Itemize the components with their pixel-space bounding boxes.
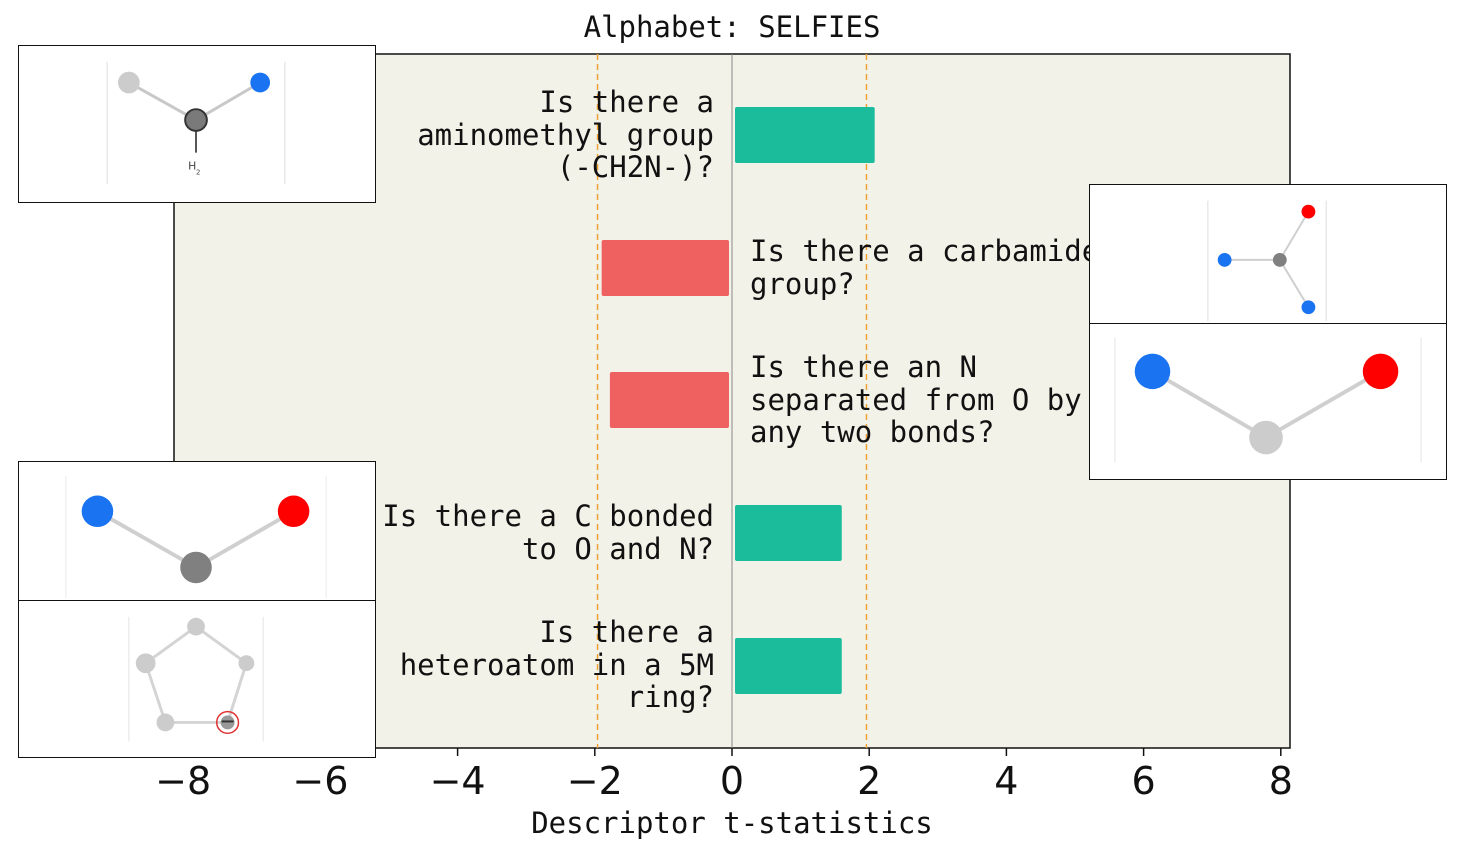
x-tick-label: 8: [1269, 759, 1293, 803]
molecule-image-aminomethyl: H 2: [18, 45, 376, 203]
x-tick-label: 4: [994, 759, 1018, 803]
x-axis: −8 −6 −4 −2 0 2 4 6 8: [155, 748, 1293, 803]
category-label-c-bonded-o-n: Is there a C bonded to O and N?: [382, 499, 714, 566]
svg-text:2: 2: [196, 168, 200, 176]
svg-text:H: H: [188, 159, 196, 172]
category-label-heteroatom-5m-ring: Is there a heteroatom in a 5M ring?: [399, 615, 714, 714]
molecule-image-n-o-two-bonds: [1089, 323, 1447, 480]
molecule-image-5m-ring: [18, 600, 376, 758]
category-label-n-o-two-bonds: Is there an N separated from O by any tw…: [750, 350, 1082, 449]
x-tick-label: −6: [292, 759, 348, 803]
bar-4: [735, 638, 842, 694]
x-tick-label: −2: [567, 759, 623, 803]
chart-title: Alphabet: SELFIES: [583, 10, 881, 44]
bars: [601, 107, 875, 694]
bar-0: [735, 107, 875, 163]
bar-1: [601, 240, 729, 296]
threshold-lines: [596, 54, 868, 748]
x-tick-label: 0: [720, 759, 744, 803]
x-tick-label: 6: [1132, 759, 1156, 803]
x-tick-label: −4: [430, 759, 486, 803]
molecule-image-carbamide: [1089, 184, 1447, 324]
bar-2: [609, 372, 729, 428]
x-tick-label: 2: [857, 759, 881, 803]
category-label-aminomethyl: Is there a aminomethyl group (-CH2N-)?: [417, 85, 714, 184]
category-label-carbamide: Is there a carbamide group?: [750, 234, 1100, 301]
x-axis-label: Descriptor t-statistics: [531, 806, 933, 840]
x-tick-label: −8: [155, 759, 211, 803]
bar-3: [735, 505, 842, 561]
molecule-image-c-bonded-o-n: [18, 461, 376, 601]
